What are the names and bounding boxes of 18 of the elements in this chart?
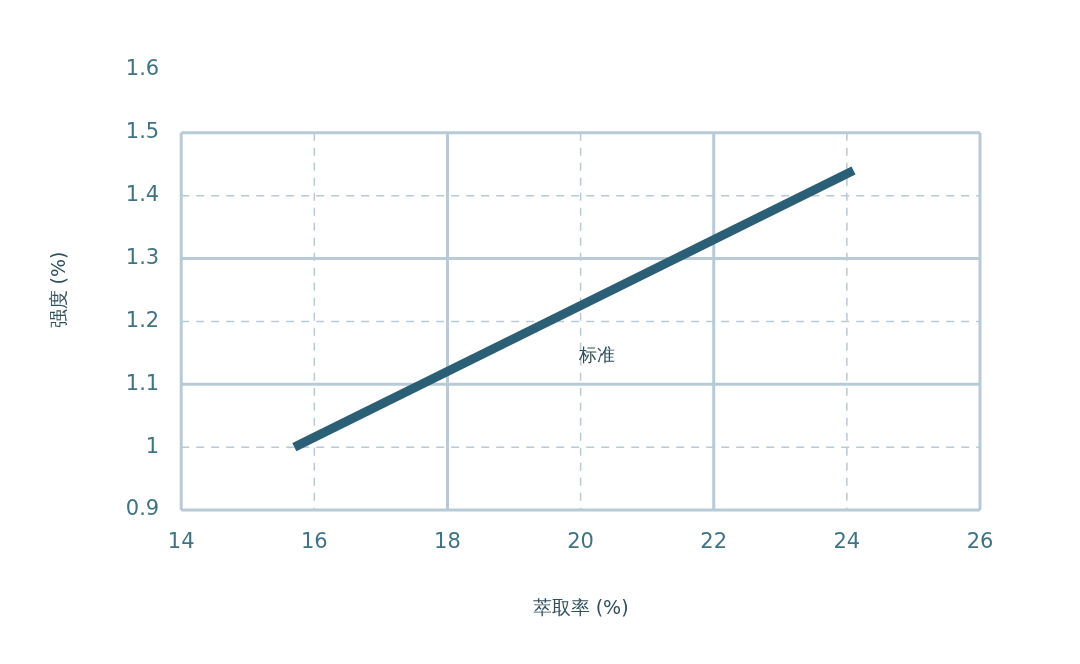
x-tick-label: 20 bbox=[567, 529, 594, 554]
y-tick-label: 1.4 bbox=[125, 182, 160, 207]
y-tick-label: 1.6 bbox=[125, 56, 160, 81]
x-tick-label: 26 bbox=[966, 529, 994, 554]
y-tick-label: 1.5 bbox=[125, 119, 160, 144]
y-tick-label: 0.9 bbox=[125, 496, 160, 521]
y-tick-label: 1 bbox=[145, 433, 160, 458]
x-tick-label: 16 bbox=[300, 529, 328, 554]
x-tick-label: 22 bbox=[700, 529, 728, 554]
x-tick-label: 24 bbox=[833, 529, 861, 554]
y-tick-label: 1.3 bbox=[125, 245, 160, 270]
y-tick-label: 1.2 bbox=[125, 307, 160, 332]
y-tick-label: 1.1 bbox=[125, 370, 160, 395]
y-axis-title: 强度 (%) bbox=[47, 251, 70, 329]
annotation: 标准 bbox=[577, 343, 615, 365]
x-tick-label: 14 bbox=[167, 529, 195, 554]
x-axis-title: 萃取率 (%) bbox=[532, 595, 629, 618]
x-tick-label: 18 bbox=[434, 529, 461, 554]
